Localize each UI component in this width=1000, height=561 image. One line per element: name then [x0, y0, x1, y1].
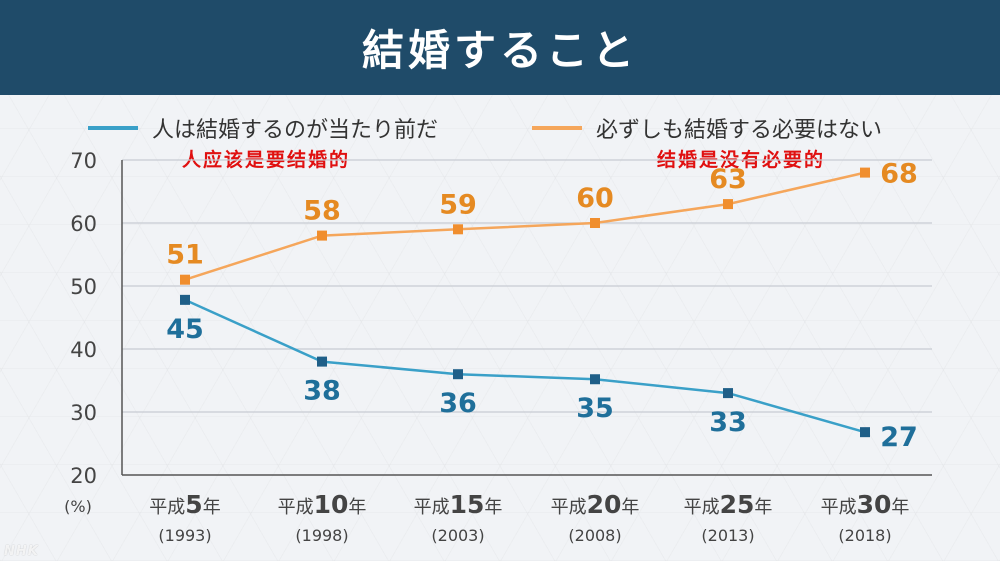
data-label-orange: 59 — [439, 189, 477, 220]
x-tick-year: (1993) — [158, 526, 211, 545]
data-point-blue — [860, 427, 870, 438]
y-tick-label: 20 — [70, 464, 97, 488]
x-tick-label: 平成5年 — [149, 490, 220, 519]
series-line-blue — [184, 298, 866, 434]
data-point-orange — [180, 274, 190, 285]
series-line-orange — [184, 171, 866, 281]
x-tick-label: 平成10年 — [278, 490, 367, 519]
y-tick-label: 60 — [70, 212, 97, 236]
data-point-orange — [317, 230, 327, 241]
chart-header: 結婚すること — [0, 0, 1000, 95]
y-tick-label: 70 — [70, 149, 97, 173]
legend-swatch-orange — [532, 126, 582, 130]
x-tick-label: 平成20年 — [551, 490, 640, 519]
data-label-blue: 27 — [880, 422, 918, 453]
x-tick-label: 平成25年 — [684, 490, 773, 519]
x-tick-label: 平成15年 — [414, 490, 503, 519]
data-label-blue: 33 — [709, 407, 747, 438]
data-point-blue — [590, 374, 600, 385]
x-tick-year: (1998) — [295, 526, 348, 545]
chart-title: 結婚すること — [361, 26, 638, 75]
data-point-orange — [590, 218, 600, 228]
data-label-orange: 68 — [880, 159, 918, 190]
y-axis-label: (%) — [64, 497, 92, 516]
data-point-blue — [723, 388, 733, 399]
legend-swatch-blue — [88, 126, 138, 130]
y-tick-label: 50 — [70, 275, 97, 299]
legend-item-orange: 必ずしも結婚する必要はない — [532, 112, 882, 144]
x-tick-year: (2013) — [701, 526, 754, 545]
nhk-watermark: NHK — [4, 544, 39, 559]
data-point-orange — [723, 199, 733, 210]
data-point-orange — [860, 167, 870, 178]
data-label-orange: 58 — [303, 196, 341, 227]
x-tick-year: (2003) — [431, 526, 484, 545]
data-label-orange: 63 — [709, 164, 747, 195]
data-label-orange: 51 — [166, 240, 204, 271]
legend-label-orange: 必ずしも結婚する必要はない — [596, 118, 883, 143]
x-tick-year: (2008) — [568, 526, 621, 545]
y-tick-label: 30 — [70, 401, 97, 425]
data-label-orange: 60 — [576, 183, 614, 214]
y-tick-label: 40 — [70, 338, 97, 362]
data-point-orange — [453, 224, 463, 235]
data-point-blue — [180, 294, 190, 305]
data-point-blue — [317, 356, 327, 367]
x-tick-year: (2018) — [838, 526, 891, 545]
data-label-blue: 36 — [439, 388, 477, 419]
legend-label-blue: 人は結婚するのが当たり前だ — [152, 118, 439, 143]
background-pattern — [0, 95, 1000, 561]
legend-item-blue: 人は結婚するのが当たり前だ — [88, 112, 438, 144]
data-label-blue: 45 — [166, 314, 204, 345]
data-label-blue: 38 — [303, 376, 341, 407]
data-label-blue: 35 — [576, 393, 614, 424]
x-tick-label: 平成30年 — [821, 490, 910, 519]
data-point-blue — [453, 369, 463, 380]
